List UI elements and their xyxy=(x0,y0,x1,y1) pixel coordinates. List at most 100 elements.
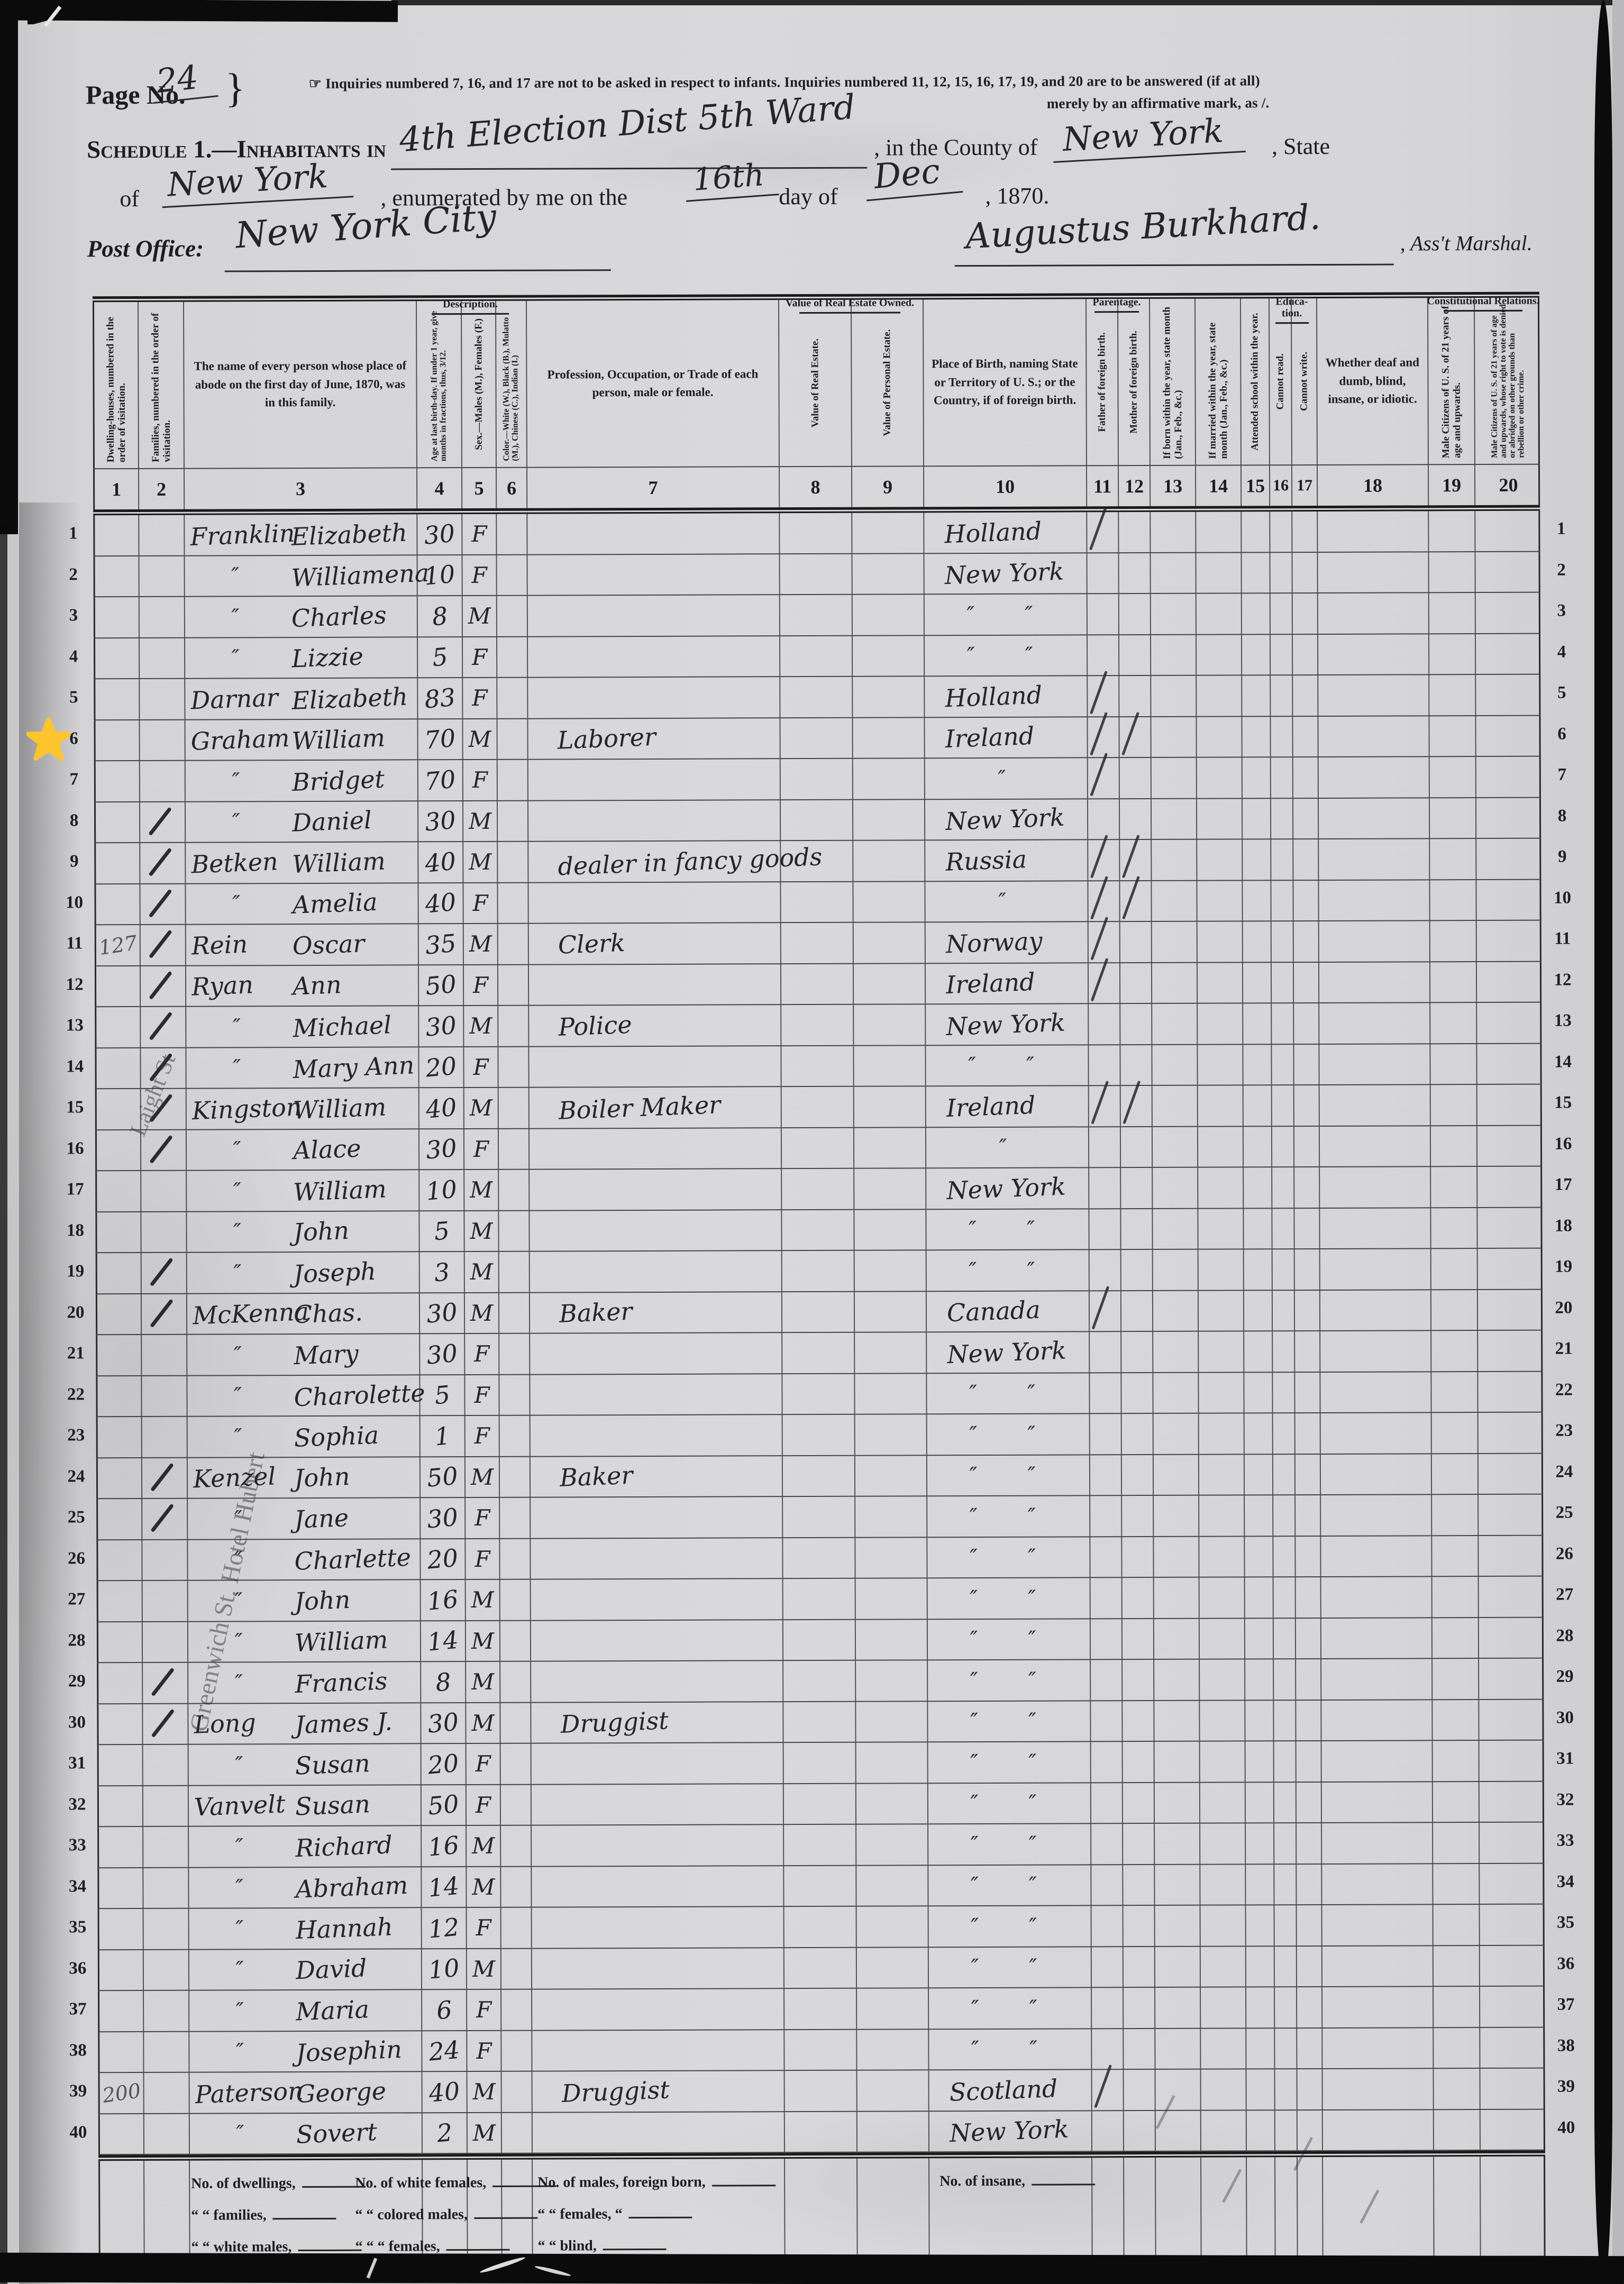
cell-cannot-read xyxy=(1272,1208,1295,1249)
cell-family-number xyxy=(143,1662,189,1703)
cell-married-month xyxy=(1200,1700,1246,1741)
cell-personal-estate-value xyxy=(857,1988,929,2029)
father-foreign-tick xyxy=(1090,834,1108,879)
father-foreign-tick xyxy=(1090,916,1109,961)
cell-family-number xyxy=(142,1376,188,1416)
cell-dwelling-number xyxy=(97,1335,142,1375)
cell-male-citizen-denied xyxy=(1477,1208,1544,1248)
column-number-band: 1 2 3 4 5 6 7 8 9 10 11 12 13 14 15 16 17 18 19 20 xyxy=(93,463,1540,510)
footer-cell xyxy=(857,2158,930,2258)
cell-name: ″ Bridget xyxy=(185,760,418,801)
column-header-5: Sex.—Males (M.), Females (F.) xyxy=(462,300,497,468)
footer-blank-line xyxy=(473,2217,537,2219)
cell-born-month xyxy=(1152,1127,1199,1167)
cell-birthplace: ″ ″ xyxy=(927,1619,1091,1660)
cell-occupation xyxy=(530,1374,783,1415)
cell-cannot-read xyxy=(1273,1495,1296,1536)
cell-cannot-read xyxy=(1270,552,1293,593)
table-row: ″ Lizzie 5 F ″ ″ xyxy=(94,634,1541,680)
cell-sex: F xyxy=(462,514,497,554)
cell-born-month xyxy=(1153,1331,1199,1372)
cell-family-number xyxy=(143,1868,189,1908)
cell-real-estate-value xyxy=(784,1988,857,2029)
cell-family-number xyxy=(142,1580,188,1621)
cell-cannot-write xyxy=(1294,1290,1321,1331)
cell-birthplace: ″ ″ xyxy=(927,1537,1091,1578)
cell-dwelling-number xyxy=(98,1704,143,1744)
cell-sex: M xyxy=(466,1579,500,1620)
cell-father-foreign xyxy=(1091,1824,1124,1864)
cell-birthplace: Ireland xyxy=(925,717,1088,758)
column-header-7: Profession, Occupation, or Trade of each… xyxy=(527,300,780,467)
cell-mother-foreign xyxy=(1121,1249,1153,1290)
cell-cannot-write xyxy=(1295,1577,1321,1618)
cell-cannot-read xyxy=(1275,2028,1298,2069)
cell-birthplace: ″ ″ xyxy=(927,1414,1090,1455)
cell-family-number xyxy=(140,925,186,965)
cell-name: ″ Maria xyxy=(189,1990,423,2031)
instructions-line2: merely by an affirmative mark, as /. xyxy=(1046,95,1270,112)
cell-father-foreign xyxy=(1092,2029,1124,2069)
cell-cannot-write xyxy=(1294,1126,1320,1167)
cell-birthplace: ″ ″ xyxy=(926,1250,1090,1291)
cell-cannot-read xyxy=(1274,1659,1297,1700)
household-tick-mark xyxy=(148,806,172,836)
cell-personal-estate-value xyxy=(856,1701,928,1742)
cell-age: 30 xyxy=(419,1129,465,1170)
cell-born-month xyxy=(1154,1577,1200,1618)
cell-age: 30 xyxy=(420,1334,466,1374)
cell-color xyxy=(501,1949,533,1989)
cell-married-month xyxy=(1197,880,1243,921)
cell-mother-foreign xyxy=(1122,1495,1154,1536)
footer-cell xyxy=(1156,2157,1202,2257)
column-number-8: 8 xyxy=(779,467,853,508)
cell-attended-school xyxy=(1244,1454,1274,1495)
cell-male-citizen xyxy=(1430,1126,1478,1166)
column-title: Father of foreign birth. xyxy=(1096,332,1108,432)
cell-name: ″ David xyxy=(189,1949,423,1990)
column-title: Families, numbered in the order of visit… xyxy=(149,313,172,462)
cell-family-number xyxy=(140,843,186,883)
cell-color xyxy=(497,596,528,636)
cell-personal-estate-value xyxy=(852,553,925,594)
cell-family-number xyxy=(141,1294,188,1334)
cell-birthplace: ″ ″ xyxy=(927,1496,1091,1537)
cell-male-citizen-denied xyxy=(1477,1126,1544,1166)
cell-married-month xyxy=(1201,2028,1247,2069)
cell-sex: F xyxy=(466,1497,500,1538)
cell-mother-foreign xyxy=(1123,1659,1155,1700)
cell-color xyxy=(497,719,528,759)
cell-married-month xyxy=(1201,2110,1247,2151)
star-marker-icon[interactable] xyxy=(26,717,71,763)
cell-married-month xyxy=(1197,921,1243,962)
cell-born-month xyxy=(1152,839,1198,880)
cell-personal-estate-value xyxy=(857,2111,929,2152)
cell-mother-foreign xyxy=(1119,553,1151,593)
cell-sex: F xyxy=(465,1415,500,1456)
cell-birthplace: New York xyxy=(925,799,1089,840)
cell-name: Long James J. xyxy=(188,1703,422,1744)
cell-family-number xyxy=(144,2032,190,2072)
column-title: Cannot write. xyxy=(1298,352,1310,412)
footer-cell xyxy=(1298,2157,1324,2257)
cell-real-estate-value xyxy=(783,1660,856,1701)
cell-name: ″ Hannah xyxy=(189,1908,422,1949)
cell-family-number xyxy=(139,515,185,555)
cell-real-estate-value xyxy=(782,1210,855,1250)
column-header-12: Mother of foreign birth. xyxy=(1118,298,1151,465)
table-row: ″ Jane 30 F ″ ″ xyxy=(96,1494,1544,1540)
cell-male-citizen xyxy=(1430,839,1477,879)
cell-born-month xyxy=(1153,1291,1199,1331)
cell-name: Paterson George xyxy=(189,2072,423,2113)
cell-personal-estate-value xyxy=(854,1127,927,1168)
cell-male-citizen-denied xyxy=(1479,1618,1545,1658)
cell-birthplace: ″ ″ xyxy=(928,1701,1091,1742)
cell-real-estate-value xyxy=(783,1538,856,1578)
cell-mother-foreign xyxy=(1119,511,1151,552)
cell-attended-school xyxy=(1246,1864,1275,1905)
cell-married-month xyxy=(1199,1413,1245,1454)
cell-attended-school xyxy=(1246,1987,1275,2027)
cell-dwelling-number xyxy=(97,1294,142,1335)
cell-male-citizen xyxy=(1430,1044,1477,1084)
cell-born-month xyxy=(1154,1659,1200,1700)
